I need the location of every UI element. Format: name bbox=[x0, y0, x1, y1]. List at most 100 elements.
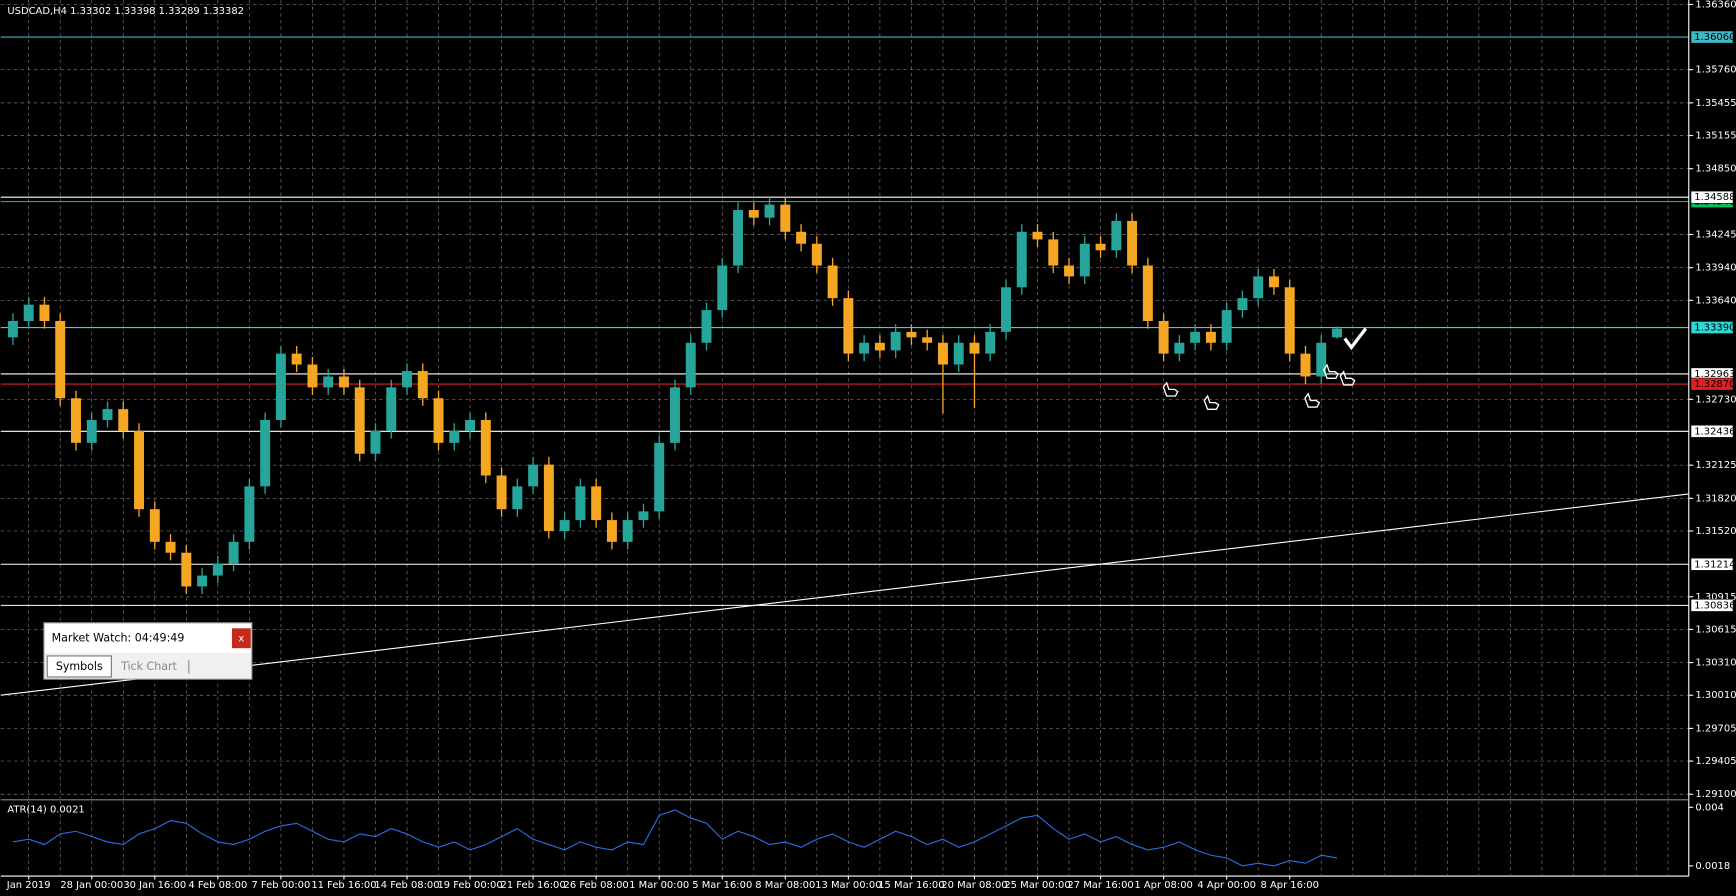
y-tick-label: 1.30310 bbox=[1695, 658, 1736, 669]
candle-body bbox=[1253, 276, 1264, 299]
candle-body bbox=[1032, 231, 1043, 240]
y-tick-label: 1.33940 bbox=[1695, 263, 1736, 274]
candle-body bbox=[480, 419, 491, 476]
y-tick-label: 1.32730 bbox=[1695, 394, 1736, 405]
candle-body bbox=[1142, 265, 1153, 322]
x-tick-label: 21 Feb 16:00 bbox=[501, 880, 566, 891]
y-tick-label: 1.36360 bbox=[1695, 0, 1736, 10]
y-tick-label: 1.34245 bbox=[1695, 230, 1736, 241]
candle-body bbox=[985, 331, 996, 354]
atr-title: ATR(14) 0.0021 bbox=[7, 805, 84, 816]
candle-body bbox=[449, 430, 460, 443]
candle-body bbox=[338, 376, 349, 388]
candle-body bbox=[354, 387, 365, 454]
candle-body bbox=[496, 475, 507, 510]
candle-body bbox=[969, 342, 980, 354]
close-button[interactable] bbox=[231, 628, 251, 649]
candle-body bbox=[796, 231, 807, 244]
x-tick-label: 11 Feb 16:00 bbox=[311, 880, 376, 891]
candle-body bbox=[1268, 276, 1279, 288]
x-tick-label: 15 Mar 16:00 bbox=[878, 880, 944, 891]
y-tick-label: 1.34850 bbox=[1695, 164, 1736, 175]
candle-body bbox=[937, 342, 948, 365]
candle-body bbox=[244, 486, 255, 542]
check-mark bbox=[1343, 327, 1368, 351]
x-tick-label: 8 Apr 16:00 bbox=[1260, 880, 1318, 891]
candle-body bbox=[512, 486, 523, 510]
trend-line bbox=[0, 493, 1689, 696]
y-tick-label: 1.35455 bbox=[1695, 98, 1736, 109]
candle-body bbox=[307, 364, 318, 388]
candle-body bbox=[1095, 243, 1106, 251]
x-tick-label: 28 Jan 00:00 bbox=[60, 880, 123, 891]
candle-body bbox=[55, 321, 66, 399]
level-box bbox=[1690, 599, 1734, 612]
candle-body bbox=[1064, 265, 1075, 277]
thumb-icon bbox=[1339, 370, 1356, 386]
candle-body bbox=[1284, 287, 1295, 354]
candle-body bbox=[685, 342, 696, 388]
y-tick-label: 1.29100 bbox=[1695, 789, 1736, 800]
candle-body bbox=[23, 304, 34, 322]
level-label: 1.36060 bbox=[1694, 32, 1735, 43]
atr-tick-label: 0.004 bbox=[1695, 802, 1723, 813]
candle-body bbox=[1127, 220, 1138, 266]
candle-body bbox=[1016, 231, 1027, 288]
candle-body bbox=[811, 243, 822, 266]
x-tick-label: 7 Feb 00:00 bbox=[251, 880, 310, 891]
candle-body bbox=[228, 541, 239, 564]
y-tick-label: 1.31820 bbox=[1695, 493, 1736, 504]
candle-body bbox=[922, 337, 933, 343]
tab-label[interactable]: Symbols bbox=[56, 660, 103, 673]
x-tick-label: 13 Mar 00:00 bbox=[815, 880, 881, 891]
candle-body bbox=[1079, 243, 1090, 277]
x-tick-label: 1 Apr 08:00 bbox=[1134, 880, 1192, 891]
x-tick-label: 8 Mar 08:00 bbox=[755, 880, 815, 891]
candle-body bbox=[559, 520, 570, 531]
tab-label[interactable]: Tick Chart bbox=[120, 660, 177, 673]
level-label: 1.30836 bbox=[1694, 600, 1735, 611]
candle-body bbox=[39, 304, 50, 322]
close-label[interactable]: x bbox=[238, 633, 244, 644]
candle-body bbox=[953, 342, 964, 365]
candle-body bbox=[86, 419, 97, 443]
candle-body bbox=[1048, 239, 1059, 266]
candle-body bbox=[669, 387, 680, 443]
candle-body bbox=[827, 265, 838, 299]
candle-body bbox=[622, 520, 633, 542]
x-tick-label: Jan 2019 bbox=[6, 880, 51, 891]
x-tick-label: 14 Feb 08:00 bbox=[374, 880, 439, 891]
candle-body bbox=[165, 541, 176, 553]
tab-selected[interactable] bbox=[46, 655, 112, 678]
candle-body bbox=[843, 298, 854, 354]
y-tick-label: 1.30010 bbox=[1695, 690, 1736, 701]
candle-body bbox=[1158, 321, 1169, 354]
level-box bbox=[1690, 30, 1734, 44]
window-title: Market Watch: 04:49:49 bbox=[52, 631, 185, 644]
y-tick-label: 1.35760 bbox=[1695, 65, 1736, 76]
y-tick-label: 1.31520 bbox=[1695, 526, 1736, 537]
candle-body bbox=[197, 575, 208, 587]
candle-body bbox=[1111, 220, 1122, 251]
candle-body bbox=[402, 371, 412, 388]
candle-body bbox=[323, 376, 334, 388]
candle-body bbox=[1001, 287, 1011, 332]
atr-line bbox=[12, 809, 1338, 867]
candle-body bbox=[260, 419, 271, 487]
candle-body bbox=[149, 509, 160, 542]
x-tick-label: 25 Mar 00:00 bbox=[1004, 880, 1070, 891]
x-tick-label: 1 Mar 00:00 bbox=[629, 880, 689, 891]
level-label: 1.33390 bbox=[1694, 323, 1735, 334]
candle-body bbox=[1316, 342, 1327, 377]
y-tick-label: 1.33640 bbox=[1695, 295, 1736, 306]
x-tick-label: 26 Feb 08:00 bbox=[564, 880, 629, 891]
level-box bbox=[1690, 557, 1734, 571]
chart-title: USDCAD,H4 1.33302 1.33398 1.33289 1.3338… bbox=[7, 6, 244, 17]
y-tick-label: 1.30915 bbox=[1695, 592, 1736, 603]
candle-body bbox=[1190, 331, 1201, 343]
candle-body bbox=[528, 464, 539, 487]
candle-body bbox=[1332, 328, 1342, 338]
candle-body bbox=[890, 331, 901, 351]
candle-body bbox=[417, 371, 428, 399]
